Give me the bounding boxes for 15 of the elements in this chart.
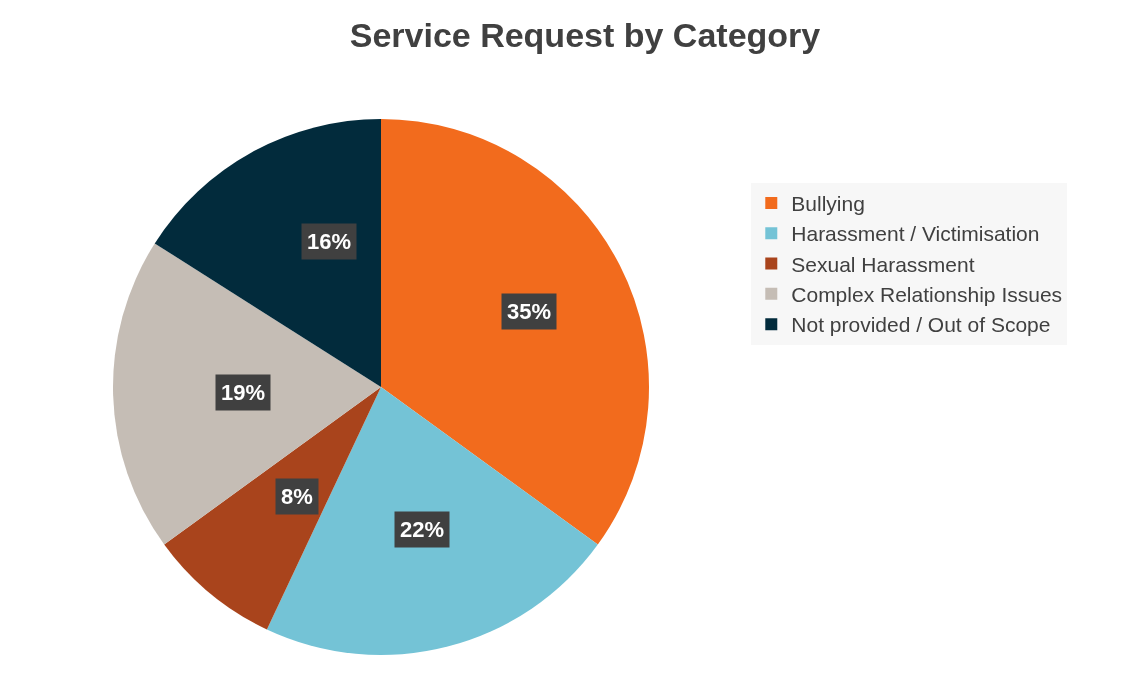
chart-title: Service Request by Category (349, 16, 821, 55)
legend-label: Complex Relationship Issues (791, 283, 1063, 307)
legend-label: Harassment / Victimisation (791, 222, 1040, 246)
data-label: 8% (281, 484, 313, 509)
data-label: 35% (507, 299, 552, 324)
pie-slice (381, 119, 649, 545)
legend-label: Sexual Harassment (791, 252, 975, 276)
pie-slice (164, 387, 381, 630)
pie-slice (154, 119, 381, 387)
legend-label: Bullying (791, 192, 865, 216)
pie-slice (266, 387, 598, 655)
legend-label: Not provided / Out of Scope (791, 313, 1051, 337)
data-label: 19% (221, 380, 266, 405)
data-label: 16% (307, 229, 352, 254)
data-label: 22% (400, 517, 445, 542)
